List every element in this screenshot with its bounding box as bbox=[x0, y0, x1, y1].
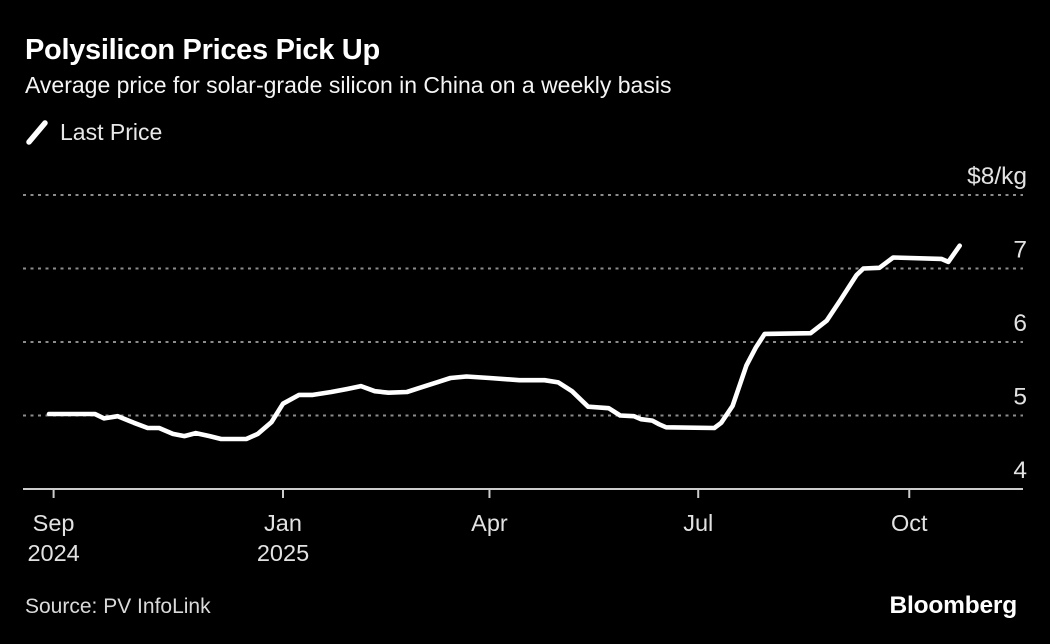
bloomberg-logo: Bloomberg bbox=[889, 592, 1017, 619]
chart-subtitle: Average price for solar-grade silicon in… bbox=[25, 72, 672, 98]
x-axis-label-year-2024: 2024 bbox=[27, 540, 79, 566]
x-axis-label-oct: Oct bbox=[891, 510, 928, 536]
legend-label: Last Price bbox=[60, 119, 163, 145]
x-axis-label-year-2025: 2025 bbox=[257, 540, 309, 566]
y-axis-label-8: $8/kg bbox=[967, 163, 1027, 190]
y-axis-label-7: 7 bbox=[1013, 237, 1027, 264]
legend: Last Price bbox=[25, 119, 162, 146]
price-line-series bbox=[46, 243, 962, 442]
x-axis-label-sep: Sep bbox=[33, 510, 75, 536]
source-credit: Source: PV InfoLink bbox=[25, 595, 211, 618]
x-axis-label-jan: Jan bbox=[264, 510, 302, 536]
chart-title: Polysilicon Prices Pick Up bbox=[25, 34, 380, 66]
y-axis-label-5: 5 bbox=[1013, 384, 1027, 411]
x-axis-label-jul: Jul bbox=[683, 510, 713, 536]
y-axis-label-6: 6 bbox=[1013, 310, 1027, 337]
y-axis-label-4: 4 bbox=[1013, 457, 1027, 484]
x-axis-label-apr: Apr bbox=[471, 510, 508, 536]
line-series-slash-icon bbox=[26, 120, 48, 145]
